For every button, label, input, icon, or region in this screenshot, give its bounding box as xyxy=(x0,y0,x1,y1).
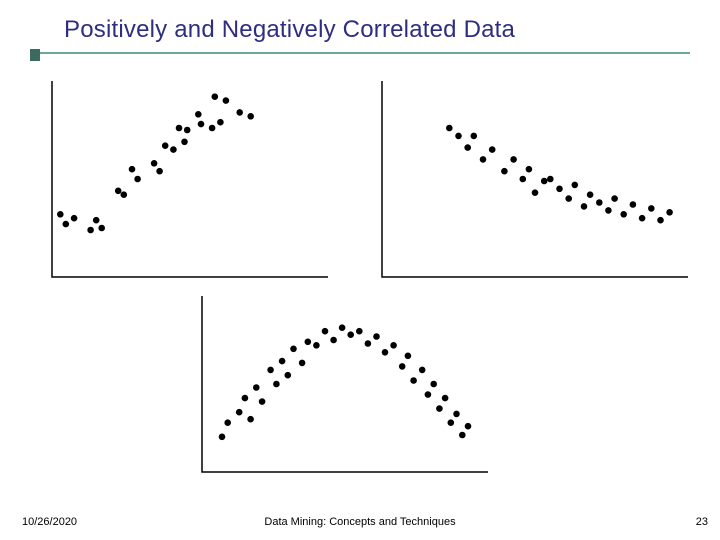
data-point xyxy=(219,434,226,441)
data-point xyxy=(405,353,412,360)
data-point xyxy=(465,423,472,430)
data-point xyxy=(453,411,460,418)
data-point xyxy=(198,121,205,128)
data-point xyxy=(373,333,380,340)
data-point xyxy=(209,125,216,132)
data-point xyxy=(305,339,312,346)
data-point xyxy=(611,195,618,202)
data-point xyxy=(501,168,508,175)
data-point xyxy=(217,119,224,126)
data-point xyxy=(666,209,673,216)
data-point xyxy=(526,166,533,173)
data-point xyxy=(639,215,646,222)
footer-page-number: 23 xyxy=(696,516,708,528)
data-point xyxy=(322,328,329,335)
data-point xyxy=(442,395,449,402)
data-point xyxy=(630,201,637,208)
scatter-positive-correlation xyxy=(50,79,330,279)
data-point xyxy=(510,156,517,163)
data-point xyxy=(489,146,496,153)
data-point xyxy=(273,381,280,388)
data-point xyxy=(93,217,100,224)
data-point xyxy=(156,168,163,175)
data-point xyxy=(620,211,627,218)
footer-center: Data Mining: Concepts and Techniques xyxy=(0,516,720,528)
data-point xyxy=(347,331,354,338)
data-point xyxy=(605,207,612,214)
data-point xyxy=(195,111,202,118)
data-point xyxy=(121,191,128,198)
data-point xyxy=(399,363,406,370)
data-point xyxy=(459,432,466,439)
data-point xyxy=(299,360,306,367)
data-point xyxy=(657,217,664,224)
data-point xyxy=(464,144,471,151)
slide-area xyxy=(0,54,720,484)
data-point xyxy=(356,328,363,335)
data-point xyxy=(648,205,655,212)
data-point xyxy=(547,176,554,183)
data-point xyxy=(390,342,397,349)
data-point xyxy=(455,133,462,140)
data-point xyxy=(541,178,548,185)
data-point xyxy=(330,337,337,344)
data-point xyxy=(129,166,136,173)
data-point xyxy=(446,125,453,132)
data-point xyxy=(57,211,64,218)
data-point xyxy=(71,215,78,222)
data-point xyxy=(419,367,426,374)
data-point xyxy=(236,109,243,116)
data-point xyxy=(247,113,254,120)
data-point xyxy=(430,381,437,388)
data-point xyxy=(565,195,572,202)
data-point xyxy=(313,342,320,349)
data-point xyxy=(339,324,346,331)
data-point xyxy=(151,160,158,167)
data-point xyxy=(253,384,260,391)
data-point xyxy=(410,377,417,384)
data-point xyxy=(181,139,188,146)
data-point xyxy=(448,419,455,426)
data-point xyxy=(242,395,249,402)
data-point xyxy=(520,176,527,183)
data-point xyxy=(223,97,230,104)
data-point xyxy=(176,125,183,132)
data-point xyxy=(267,367,274,374)
data-point xyxy=(247,416,254,423)
data-point xyxy=(259,398,266,405)
scatter-nonlinear xyxy=(200,294,490,474)
data-point xyxy=(279,358,286,365)
data-point xyxy=(224,419,231,426)
data-point xyxy=(63,221,70,228)
data-point xyxy=(162,142,169,149)
data-point xyxy=(572,182,579,189)
data-point xyxy=(87,227,94,234)
data-point xyxy=(134,176,141,183)
data-point xyxy=(236,409,243,416)
data-point xyxy=(471,133,478,140)
data-point xyxy=(285,372,292,379)
data-point xyxy=(98,225,105,232)
data-point xyxy=(115,188,122,195)
data-point xyxy=(212,93,219,100)
data-point xyxy=(382,349,389,356)
footer: 10/26/2020 Data Mining: Concepts and Tec… xyxy=(0,516,720,534)
data-point xyxy=(532,189,539,196)
data-point xyxy=(556,186,563,193)
data-point xyxy=(587,191,594,198)
scatter-negative-correlation xyxy=(380,79,690,279)
title-wrap: Positively and Negatively Correlated Dat… xyxy=(0,0,720,48)
data-point xyxy=(436,405,443,412)
data-point xyxy=(425,391,432,398)
data-point xyxy=(596,199,603,206)
data-point xyxy=(365,340,372,347)
data-point xyxy=(480,156,487,163)
data-point xyxy=(290,346,297,353)
data-point xyxy=(184,127,191,134)
data-point xyxy=(581,203,588,210)
data-point xyxy=(170,146,177,153)
page-title: Positively and Negatively Correlated Dat… xyxy=(64,16,515,43)
